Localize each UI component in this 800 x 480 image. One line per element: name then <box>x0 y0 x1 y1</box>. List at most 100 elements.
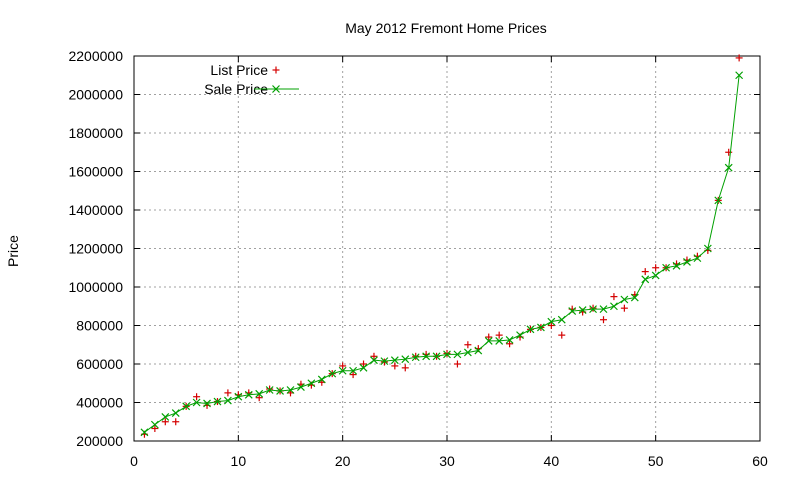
sale-price-point <box>589 305 597 314</box>
list-price-point <box>558 331 566 339</box>
sale-price-point <box>370 356 378 365</box>
list-price-point <box>161 418 169 426</box>
y-tick-label: 1200000 <box>68 241 123 257</box>
sale-price-point <box>297 383 305 392</box>
sale-price-point <box>610 302 618 311</box>
sale-price-point <box>714 196 723 205</box>
x-tick-label: 10 <box>231 453 247 469</box>
sale-price-point <box>307 379 316 388</box>
sale-price-point <box>390 356 399 365</box>
y-tick-label: 200000 <box>76 433 123 449</box>
sale-price-point <box>484 336 493 345</box>
y-axis-label: Price <box>5 235 21 267</box>
sale-price-point <box>547 317 556 326</box>
series-sale-price <box>140 71 744 437</box>
sale-price-point <box>683 258 691 266</box>
sale-price-point <box>505 336 514 344</box>
list-price-point <box>641 268 649 276</box>
list-price-point <box>652 264 660 272</box>
sale-price-point <box>359 363 368 372</box>
sale-price-point <box>234 392 243 401</box>
y-tick-label: 1400000 <box>68 202 123 218</box>
sale-price-point <box>432 352 441 361</box>
legend-label-sale-price: Sale Price <box>204 81 268 97</box>
chart-title: May 2012 Fremont Home Prices <box>345 20 547 36</box>
list-price-point <box>224 389 232 397</box>
sale-price-point <box>171 409 180 418</box>
sale-price-point <box>276 387 284 395</box>
list-price-point <box>255 394 263 402</box>
sale-price-point <box>651 271 660 280</box>
series-list-price <box>140 54 743 438</box>
x-tick-label: 60 <box>752 453 768 469</box>
list-price-point <box>453 360 461 368</box>
legend-marker-sale-price <box>254 85 299 93</box>
x-tick-label: 0 <box>130 453 138 469</box>
series-layer <box>140 54 744 438</box>
sale-price-point <box>703 244 712 253</box>
list-price-point <box>589 304 597 312</box>
y-tick-label: 2000000 <box>68 87 123 103</box>
list-price-point <box>620 304 628 312</box>
sale-price-point <box>182 402 191 411</box>
x-tick-label: 20 <box>335 453 351 469</box>
sale-price-point <box>516 331 524 340</box>
sale-price-point <box>203 399 211 408</box>
sale-price-point <box>735 71 744 80</box>
legend-cross-marker <box>272 85 280 93</box>
list-price-point <box>401 364 409 372</box>
list-price-point <box>485 333 493 341</box>
sale-price-point <box>474 346 483 355</box>
sale-price-point <box>328 369 337 378</box>
sale-price-point <box>463 348 472 357</box>
sale-price-point <box>693 254 702 263</box>
sale-price-point <box>536 323 545 332</box>
sale-price-point <box>244 390 253 399</box>
sale-price-point <box>662 263 671 272</box>
sale-price-point <box>453 350 462 359</box>
sale-price-point <box>349 366 358 375</box>
sale-price-point <box>526 325 535 334</box>
y-tick-label: 400000 <box>76 395 123 411</box>
sale-price-point <box>495 336 504 345</box>
sale-price-point <box>443 350 451 359</box>
sale-price-point <box>599 305 608 314</box>
sale-price-point <box>317 375 326 384</box>
sale-price-point <box>422 352 431 361</box>
list-price-point <box>725 148 733 156</box>
y-tick-labels: 200000 400000 600000 800000 1000000 1200000 14… <box>68 48 123 449</box>
sale-price-point <box>338 366 347 375</box>
x-tick-label: 30 <box>439 453 455 469</box>
x-tick-label: 50 <box>648 453 664 469</box>
list-price-point <box>151 424 159 432</box>
list-price-point <box>172 418 180 426</box>
list-price-point <box>464 341 472 349</box>
sale-price-point <box>724 163 733 172</box>
sale-price-point <box>641 275 650 284</box>
sale-price-point <box>557 315 566 324</box>
list-price-point <box>339 362 347 370</box>
legend-label-list-price: List Price <box>210 62 268 78</box>
list-price-point <box>266 385 274 393</box>
axis-ticks <box>133 55 761 442</box>
grid-lines <box>134 56 760 441</box>
y-tick-label: 1800000 <box>68 125 123 141</box>
sale-price-point <box>411 353 420 362</box>
list-price-point <box>349 371 357 379</box>
sale-price-point <box>578 306 587 315</box>
sale-price-line <box>144 75 740 433</box>
list-price-point <box>193 393 201 401</box>
sale-price-point <box>223 396 232 405</box>
sale-price-point <box>255 389 264 398</box>
y-tick-label: 2200000 <box>68 48 123 64</box>
list-price-point <box>547 322 555 329</box>
plot-frame <box>133 55 761 442</box>
sale-price-point <box>161 413 170 421</box>
list-price-point <box>380 358 388 366</box>
list-price-point <box>600 316 607 324</box>
sale-price-point <box>620 295 629 304</box>
sale-price-point <box>150 420 159 429</box>
list-price-point <box>735 54 743 62</box>
legend: List Price Sale Price <box>204 62 299 97</box>
list-price-point <box>495 331 503 339</box>
